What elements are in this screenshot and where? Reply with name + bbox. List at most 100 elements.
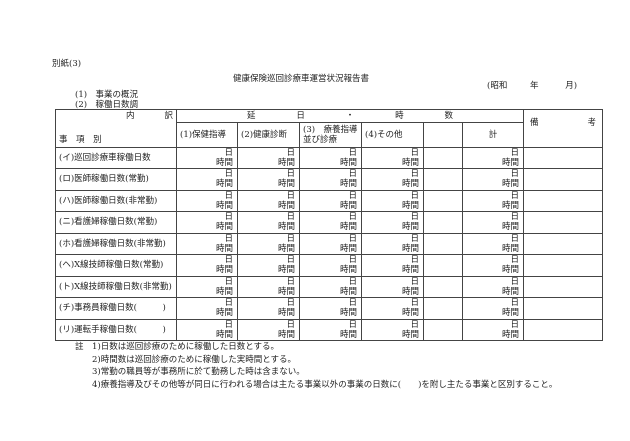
day-unit: 日 [224,147,233,158]
value-cell[interactable]: 日時間 [237,318,300,341]
value-cell[interactable]: 日時間 [299,318,362,341]
table-row: (ホ)看護婦稼働日数(非常勤) 日時間日時間日時間日時間日時間 [55,232,604,255]
blank-cell[interactable] [423,318,463,341]
hour-unit: 時間 [215,286,233,297]
day-unit: 日 [510,276,520,287]
note-item: 4)療養指導及びその他等が同日に行われる場合は主たる事業以外の事業の日数に( )… [92,379,558,390]
day-unit: 日 [410,319,419,330]
day-unit: 日 [348,298,357,309]
value-cell[interactable]: 日時間 [299,297,362,320]
remarks-cell[interactable] [523,146,604,169]
value-cell[interactable]: 日時間 [237,275,300,298]
value-cell[interactable]: 日時間 [176,254,238,277]
remarks-cell[interactable] [523,211,604,234]
value-cell[interactable]: 日時間 [361,168,424,191]
day-unit: 日 [410,255,419,266]
value-cell[interactable]: 日時間 [361,254,424,277]
value-cell[interactable]: 日時間 [237,211,300,234]
value-cell[interactable]: 日時間 [461,275,525,298]
blank-cell[interactable] [423,211,463,234]
hour-unit: 時間 [277,179,295,190]
value-cell[interactable]: 日時間 [176,168,238,191]
hour-unit: 時間 [502,157,520,168]
hour-unit: 時間 [277,265,295,276]
column-header [423,122,463,148]
hour-unit: 時間 [339,329,357,340]
remarks-cell[interactable] [523,232,604,255]
blank-cell[interactable] [423,168,463,191]
value-cell[interactable]: 日時間 [299,275,362,298]
value-cell[interactable]: 日時間 [176,232,238,255]
value-cell[interactable]: 日時間 [176,146,238,169]
day-unit: 日 [224,190,233,201]
value-cell[interactable]: 日時間 [361,297,424,320]
value-cell[interactable]: 日時間 [361,146,424,169]
day-unit: 日 [410,190,419,201]
value-cell[interactable]: 日時間 [361,275,424,298]
value-cell[interactable]: 日時間 [176,211,238,234]
day-unit: 日 [224,298,233,309]
remarks-cell[interactable] [523,275,604,298]
value-cell[interactable]: 日時間 [299,254,362,277]
value-cell[interactable]: 日時間 [361,211,424,234]
hour-unit: 時間 [277,157,295,168]
value-cell[interactable]: 日時間 [176,318,238,341]
remarks-cell[interactable] [523,297,604,320]
day-unit: 日 [510,190,520,201]
value-cell[interactable]: 日時間 [237,297,300,320]
hour-unit: 時間 [401,222,419,233]
group-header: 延日・時数 [175,109,525,123]
value-cell[interactable]: 日時間 [299,211,362,234]
value-cell[interactable]: 日時間 [176,275,238,298]
day-unit: 日 [410,298,419,309]
hour-unit: 時間 [339,286,357,297]
value-cell[interactable]: 日時間 [461,232,525,255]
column-header: (4)その他 [361,122,424,148]
hour-unit: 時間 [215,329,233,340]
hour-unit: 時間 [339,243,357,254]
remarks-cell[interactable] [523,254,604,277]
blank-cell[interactable] [423,275,463,298]
corner-top: 内訳 [55,109,177,123]
blank-cell[interactable] [423,297,463,320]
day-unit: 日 [286,319,295,330]
value-cell[interactable]: 日時間 [237,232,300,255]
value-cell[interactable]: 日時間 [361,232,424,255]
table-row: (チ)事務員稼働日数( ) 日時間日時間日時間日時間日時間 [55,297,604,320]
row-label: (ロ)医師稼働日数(常勤) [55,168,177,191]
value-cell[interactable]: 日時間 [299,146,362,169]
hour-unit: 時間 [277,308,295,319]
value-cell[interactable]: 日時間 [299,168,362,191]
blank-cell[interactable] [423,146,463,169]
value-cell[interactable]: 日時間 [361,318,424,341]
value-cell[interactable]: 日時間 [237,189,300,212]
value-cell[interactable]: 日時間 [176,189,238,212]
blank-cell[interactable] [423,232,463,255]
value-cell[interactable]: 日時間 [176,297,238,320]
hour-unit: 時間 [401,286,419,297]
value-cell[interactable]: 日時間 [461,318,525,341]
hour-unit: 時間 [277,243,295,254]
value-cell[interactable]: 日時間 [237,146,300,169]
remarks-cell[interactable] [523,318,604,341]
hour-unit: 時間 [339,308,357,319]
value-cell[interactable]: 日時間 [361,189,424,212]
value-cell[interactable]: 日時間 [237,168,300,191]
value-cell[interactable]: 日時間 [461,254,525,277]
value-cell[interactable]: 日時間 [237,254,300,277]
value-cell[interactable]: 日時間 [461,297,525,320]
value-cell[interactable]: 日時間 [299,189,362,212]
hour-unit: 時間 [277,222,295,233]
blank-cell[interactable] [423,189,463,212]
remarks-cell[interactable] [523,189,604,212]
day-unit: 日 [410,233,419,244]
day-unit: 日 [224,276,233,287]
value-cell[interactable]: 日時間 [461,189,525,212]
value-cell[interactable]: 日時間 [461,146,525,169]
value-cell[interactable]: 日時間 [461,168,525,191]
remarks-cell[interactable] [523,168,604,191]
value-cell[interactable]: 日時間 [461,211,525,234]
value-cell[interactable]: 日時間 [299,232,362,255]
table-row: (イ)巡回診療車稼働日数日時間日時間日時間日時間日時間 [55,146,604,169]
blank-cell[interactable] [423,254,463,277]
